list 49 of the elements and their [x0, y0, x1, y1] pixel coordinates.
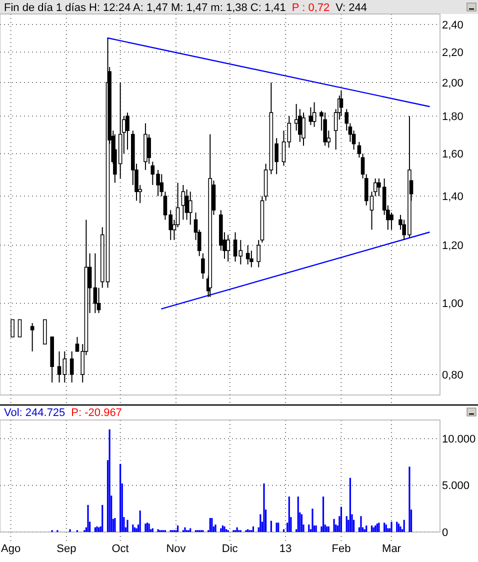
x-tick-label: Ago — [0, 543, 21, 555]
y-tick-label: 1,00 — [442, 298, 464, 310]
x-tick-label: Mar — [382, 543, 402, 555]
candlestick — [344, 108, 349, 132]
x-tick-label: Oct — [112, 543, 129, 555]
x-tick-label: Feb — [332, 543, 351, 555]
y-tick-label: 0 — [442, 526, 448, 539]
candlestick — [390, 212, 394, 230]
candlestick — [339, 90, 344, 117]
candlestick — [18, 319, 22, 338]
text: P: -20.967 — [71, 407, 122, 419]
y-tick-label: 5.000 — [442, 480, 470, 492]
candlestick — [30, 322, 34, 352]
y-tick-label: 2,20 — [442, 47, 464, 60]
x-tick-label: 13 — [279, 543, 292, 555]
candlestick — [302, 112, 306, 146]
candlestick — [57, 350, 62, 384]
candlestick — [70, 350, 74, 384]
candlestick — [238, 240, 243, 265]
annotation: V: 244 — [336, 2, 368, 14]
chart-title: Fin de día 1 días H: 12:24 A: 1,47 M: 1,47 m: 1,38 C: 1,41 — [4, 2, 286, 14]
y-tick-label: 1,60 — [442, 148, 464, 160]
candlestick — [226, 234, 230, 262]
y-tick-label: 1,20 — [442, 240, 464, 252]
x-tick-label: Dic — [222, 543, 238, 555]
candlestick — [201, 252, 205, 280]
candlestick — [188, 191, 192, 226]
candlestick — [246, 244, 250, 265]
candlestick — [62, 350, 67, 384]
x-tick-label: Sep — [56, 543, 76, 555]
y-tick-label: 1,80 — [442, 110, 464, 123]
candlestick — [93, 252, 98, 314]
y-tick-label: 0,80 — [442, 369, 464, 382]
y-tick-label: 10.000 — [442, 434, 476, 446]
candlestick — [233, 232, 238, 262]
chart-title: Vol: 244.725 — [4, 407, 66, 419]
candlestick — [323, 112, 327, 146]
y-tick-label: 1,40 — [442, 191, 464, 204]
candlestick — [184, 188, 189, 220]
candlestick — [312, 102, 316, 128]
candlestick — [10, 319, 14, 338]
candlestick — [308, 106, 313, 126]
candlestick — [181, 184, 186, 220]
y-tick-label: 2,40 — [442, 19, 464, 32]
x-tick-label: Nov — [166, 543, 186, 555]
annotation: P : 0,72 — [292, 2, 330, 14]
candlestick — [126, 112, 130, 150]
candlestick — [147, 134, 151, 164]
y-tick-label: 2,00 — [442, 77, 464, 90]
